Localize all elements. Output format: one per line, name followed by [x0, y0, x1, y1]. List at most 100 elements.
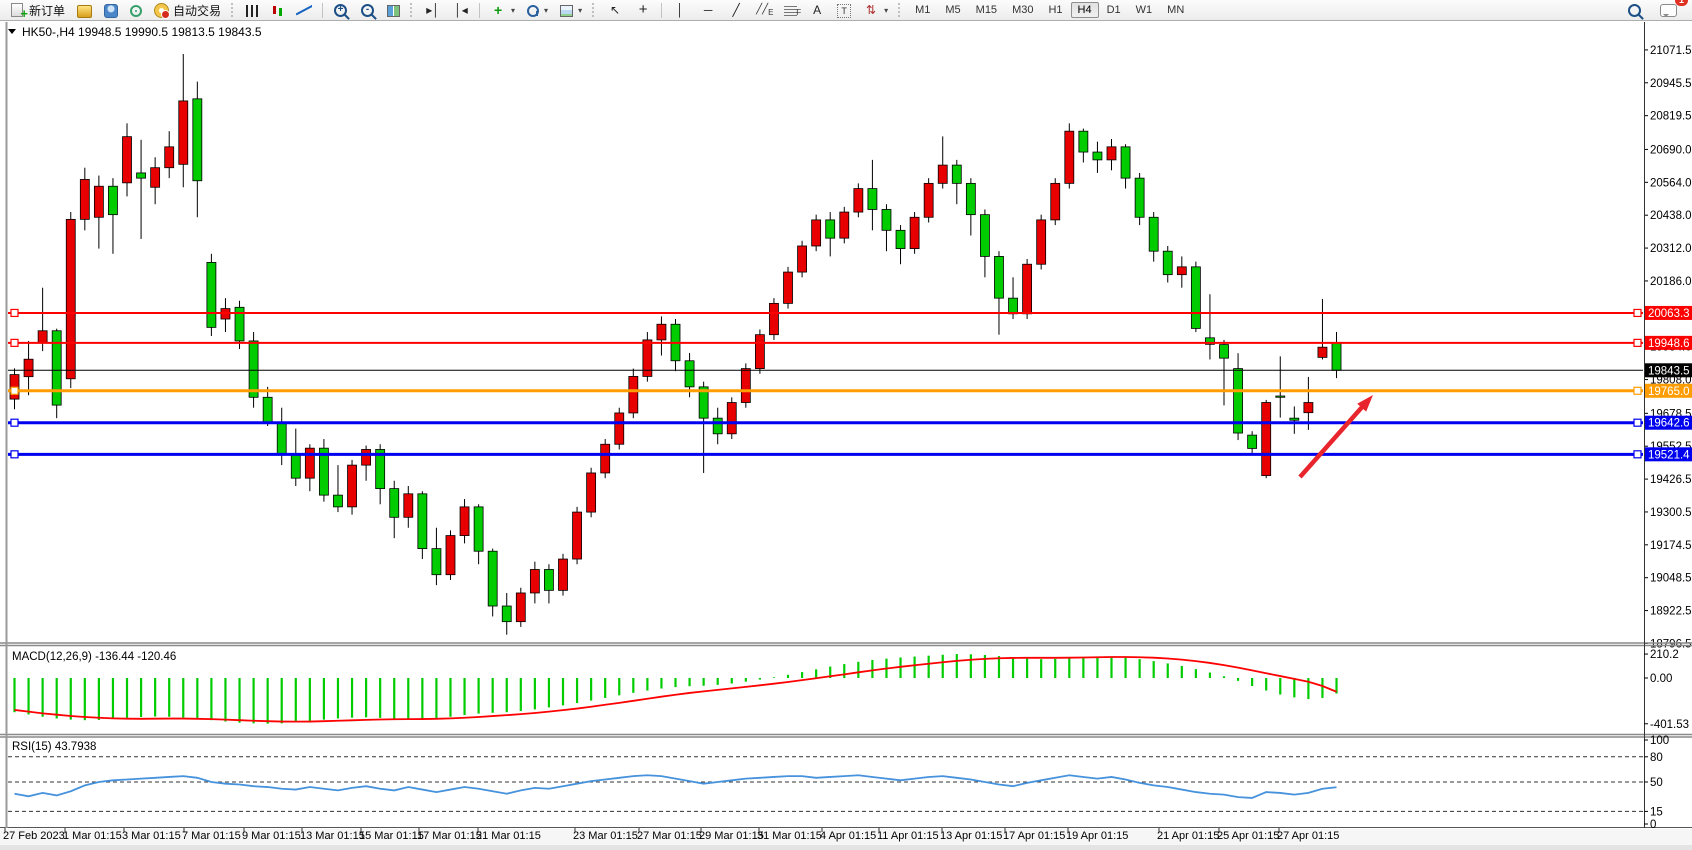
history-center-button[interactable]: [72, 0, 97, 20]
timeframe-button-MN[interactable]: MN: [1167, 4, 1185, 16]
line-handle[interactable]: [10, 338, 19, 347]
candle-body: [23, 358, 34, 378]
fibonacci-icon: [784, 5, 801, 21]
price-line-badge: [1645, 335, 1692, 350]
time-tick-label: 21 Mar 01:15: [476, 830, 541, 842]
candle-body: [614, 412, 625, 445]
line-handle[interactable]: [1633, 450, 1642, 459]
timeframe-button-M1[interactable]: M1: [915, 4, 931, 16]
trendline-button[interactable]: ╱: [723, 0, 749, 20]
candle-body: [164, 146, 175, 169]
auto-scroll-button[interactable]: │◂: [448, 0, 474, 20]
price-line-badge-label: 19765.0: [1648, 386, 1690, 398]
chart-shift-button[interactable]: ▸│: [420, 0, 446, 20]
horizontal-line-button[interactable]: ─: [695, 0, 721, 20]
trendline-icon: ╱: [732, 3, 740, 17]
time-tick-label: 15 Mar 01:15: [359, 830, 424, 842]
auto-trading-button[interactable]: 自动交易: [149, 0, 226, 20]
signals-button[interactable]: [125, 0, 147, 20]
line-handle[interactable]: [10, 308, 19, 318]
community-button[interactable]: [99, 0, 123, 20]
candle-body: [1247, 434, 1258, 449]
candle-body: [417, 493, 428, 550]
time-tick-label: 13 Mar 01:15: [300, 830, 365, 842]
line-handle[interactable]: [1633, 338, 1642, 347]
price-tick-label: 19426.5: [1650, 474, 1692, 486]
candle-body: [1275, 395, 1286, 398]
notifications-button[interactable]: 1: [1655, 0, 1688, 20]
timeframe-button-D1[interactable]: D1: [1106, 4, 1121, 16]
timeframe-button-W1[interactable]: W1: [1135, 4, 1153, 16]
cursor-button[interactable]: ↖: [602, 0, 628, 20]
line-handle[interactable]: [1633, 418, 1642, 427]
candle-body: [1022, 263, 1033, 315]
text-label-button[interactable]: T: [832, 0, 856, 20]
candle-body: [1162, 250, 1173, 276]
crosshair-button[interactable]: +: [630, 0, 656, 20]
line-handle[interactable]: [1633, 386, 1642, 395]
text-icon: A: [813, 3, 822, 17]
symbol-dropdown-icon[interactable]: [8, 29, 16, 34]
candle-body: [1092, 151, 1103, 161]
candle-body: [333, 494, 343, 508]
candle-body: [262, 396, 273, 423]
periods-icon: [527, 5, 540, 17]
search-button[interactable]: [1622, 0, 1647, 20]
candle-body: [1078, 130, 1089, 153]
price-line-badge-label: 20063.3: [1648, 308, 1690, 320]
line-handle[interactable]: [10, 386, 19, 395]
price-tick-label: 20690.0: [1650, 144, 1692, 156]
timeframe-button-M30[interactable]: M30: [1012, 4, 1034, 16]
new-order-icon: [11, 3, 28, 22]
candle-body: [994, 256, 1004, 299]
arrow-annotation-head[interactable]: [1357, 395, 1373, 412]
timeframe-button-H1[interactable]: H1: [1048, 4, 1063, 16]
timeframe-button-M5[interactable]: M5: [945, 4, 961, 16]
time-tick-label: 23 Mar 01:15: [573, 830, 638, 842]
price-tick-label: 19300.5: [1650, 507, 1692, 519]
candle-body: [1261, 402, 1272, 476]
candle-body: [600, 443, 611, 474]
candle-body: [1036, 219, 1047, 265]
arrow-objects-button[interactable]: ⇅ ▾: [858, 0, 893, 20]
line-handle[interactable]: [1633, 308, 1642, 318]
candle-body: [473, 506, 484, 552]
candle-body: [459, 506, 470, 536]
vertical-line-button[interactable]: │: [667, 0, 693, 20]
bar-chart-button[interactable]: [241, 0, 264, 20]
timeframe-button-M15[interactable]: M15: [975, 4, 998, 16]
candle-body: [740, 368, 751, 403]
text-button[interactable]: A: [804, 0, 830, 20]
timeframe-bar: M1 M5 M15 M30 H1 H4 D1 W1 MN: [908, 2, 1191, 18]
new-order-button[interactable]: 新订单: [4, 0, 70, 22]
toolbar-grip: [898, 3, 903, 17]
zoom-in-icon: +: [334, 3, 348, 17]
zoom-in-button[interactable]: +: [328, 0, 353, 20]
time-tick-label: 11 Apr 01:15: [877, 830, 939, 842]
time-tick-label: 3 Mar 01:15: [122, 830, 181, 842]
line-chart-button[interactable]: [291, 0, 317, 20]
periods-button[interactable]: ▾: [522, 0, 553, 20]
timeframe-button-H4[interactable]: H4: [1070, 2, 1099, 18]
price-line-badge: [1645, 383, 1692, 398]
chevron-down-icon: ▾: [511, 5, 516, 15]
line-handle[interactable]: [10, 418, 19, 427]
zoom-out-button[interactable]: -: [355, 0, 380, 20]
line-handle[interactable]: [10, 450, 19, 459]
indicators-button[interactable]: + ▾: [485, 0, 520, 20]
channel-button[interactable]: ╱╱E: [751, 0, 777, 20]
candlestick-chart-button[interactable]: [266, 0, 289, 20]
tile-windows-button[interactable]: [382, 0, 405, 20]
toolbar-grip: [410, 3, 415, 17]
rsi-tick-label: 80: [1650, 752, 1663, 764]
candle-body: [1205, 337, 1215, 345]
fibonacci-button[interactable]: [779, 0, 802, 21]
templates-button[interactable]: ▾: [555, 0, 587, 20]
price-tick-label: 18796.5: [1650, 638, 1692, 650]
rsi-label: RSI(15) 43.7938: [12, 741, 96, 753]
toolbar-separator: [661, 2, 663, 18]
time-tick-label: 9 Mar 01:15: [242, 830, 301, 842]
candle-body: [853, 188, 864, 213]
arrow-annotation[interactable]: [1298, 404, 1365, 479]
price-tick-label: 19048.5: [1650, 573, 1692, 585]
